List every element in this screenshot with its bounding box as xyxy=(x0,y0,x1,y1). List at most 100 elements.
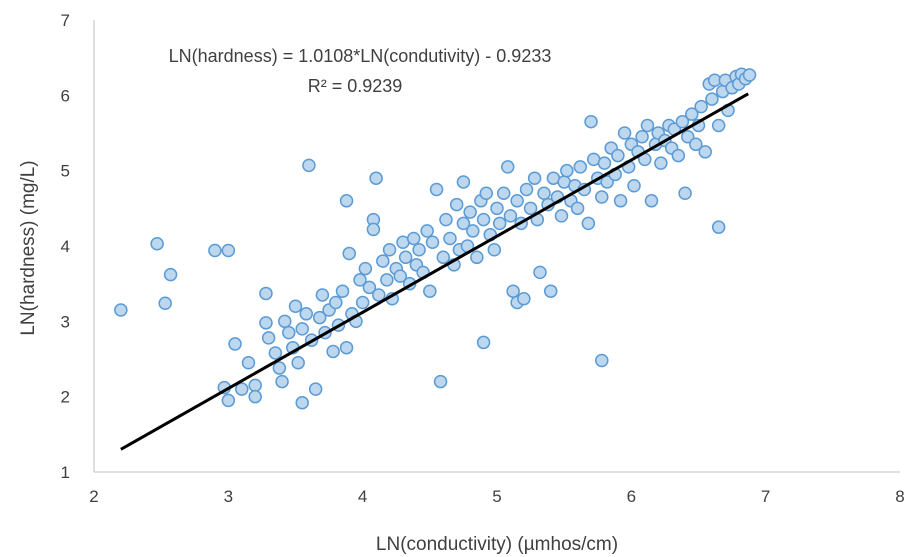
data-point xyxy=(449,197,464,212)
data-point xyxy=(278,314,292,329)
data-point xyxy=(369,171,383,185)
data-point xyxy=(208,243,222,258)
y-tick-label: 6 xyxy=(61,86,70,105)
data-point xyxy=(439,212,453,227)
x-tick-label: 2 xyxy=(89,487,98,506)
data-point xyxy=(406,231,421,246)
data-point xyxy=(372,288,386,302)
data-point xyxy=(689,137,703,152)
data-point xyxy=(635,130,649,144)
data-point xyxy=(163,267,178,282)
data-point xyxy=(288,299,303,314)
data-point xyxy=(241,356,256,370)
data-point xyxy=(259,286,273,301)
data-point xyxy=(425,235,440,249)
trendline-group xyxy=(120,92,749,451)
data-point xyxy=(543,284,558,298)
data-point xyxy=(358,261,373,276)
data-point xyxy=(235,382,249,396)
data-point xyxy=(600,175,614,189)
data-point xyxy=(312,310,327,325)
data-point xyxy=(299,307,313,321)
data-point xyxy=(654,156,668,170)
data-point xyxy=(681,130,695,144)
data-point xyxy=(466,224,480,238)
data-point xyxy=(510,194,524,208)
data-point xyxy=(342,246,356,261)
y-tick-label: 5 xyxy=(61,162,70,181)
data-point xyxy=(581,216,596,231)
data-point xyxy=(362,280,377,295)
data-point xyxy=(517,291,531,306)
data-point xyxy=(248,389,262,404)
x-axis-title: LN(conductivity) (µmhos/cm) xyxy=(376,534,618,555)
data-point xyxy=(570,201,585,216)
r-squared-label: R² = 0.9239 xyxy=(308,76,403,96)
data-point xyxy=(503,209,518,223)
data-point xyxy=(308,382,323,396)
data-point xyxy=(382,243,397,257)
data-point xyxy=(335,284,350,298)
data-point xyxy=(272,361,287,375)
x-tick-label: 6 xyxy=(627,487,636,506)
data-point xyxy=(617,126,632,140)
data-point xyxy=(519,182,534,197)
data-point xyxy=(742,68,757,82)
data-point xyxy=(533,265,547,280)
data-point xyxy=(698,145,712,159)
data-point xyxy=(694,99,708,114)
data-point xyxy=(221,243,236,258)
data-points xyxy=(114,67,757,410)
x-tick-label: 5 xyxy=(492,487,501,506)
data-point xyxy=(329,295,343,310)
data-point xyxy=(295,395,309,410)
data-point xyxy=(429,182,444,197)
data-point xyxy=(476,212,491,227)
data-point xyxy=(463,205,477,219)
x-tick-label: 3 xyxy=(224,487,233,506)
regression-equation: LN(hardness) = 1.0108*LN(condutivity) - … xyxy=(169,46,552,66)
data-point xyxy=(523,201,538,216)
data-point xyxy=(326,344,340,359)
data-point xyxy=(456,175,471,189)
data-point xyxy=(275,374,289,389)
data-point xyxy=(479,186,494,201)
y-tick-label: 3 xyxy=(61,312,70,331)
data-point xyxy=(315,288,330,302)
data-point xyxy=(261,331,276,345)
x-tick-label: 7 xyxy=(761,487,770,506)
data-point xyxy=(412,243,426,257)
data-point xyxy=(537,186,551,201)
x-tick-labels: 2 3 4 5 6 7 8 xyxy=(89,487,904,506)
data-point xyxy=(573,160,588,174)
data-point xyxy=(436,250,451,265)
data-point xyxy=(705,92,719,106)
data-point xyxy=(114,303,128,317)
data-point xyxy=(302,158,316,173)
data-point xyxy=(678,186,692,201)
data-point xyxy=(259,316,273,330)
x-tick-label: 8 xyxy=(895,487,904,506)
data-point xyxy=(584,114,598,129)
data-point xyxy=(228,337,242,351)
data-point xyxy=(627,178,641,193)
data-point xyxy=(613,194,628,208)
data-point xyxy=(560,163,574,178)
data-point xyxy=(644,194,659,208)
data-point xyxy=(295,322,309,336)
data-point xyxy=(506,284,520,298)
data-point xyxy=(268,346,283,360)
y-tick-label: 1 xyxy=(61,463,70,482)
x-tick-label: 4 xyxy=(358,487,367,506)
data-point xyxy=(339,194,354,208)
axes xyxy=(93,20,900,473)
data-point xyxy=(376,254,390,268)
data-point xyxy=(420,224,434,238)
data-point xyxy=(671,148,686,163)
y-tick-label: 4 xyxy=(61,237,70,256)
data-point xyxy=(595,190,609,204)
data-point xyxy=(398,250,413,265)
data-point xyxy=(355,295,370,310)
trendline xyxy=(120,92,749,451)
data-point xyxy=(711,118,726,133)
